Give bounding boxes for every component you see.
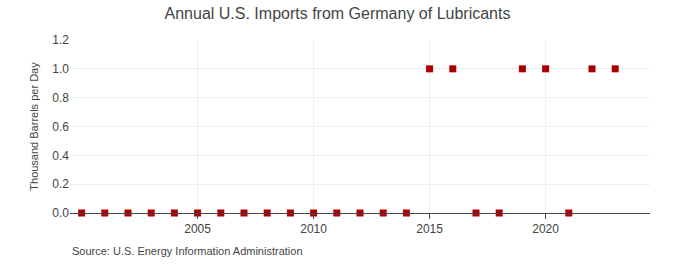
svg-text:0.6: 0.6 [52, 120, 69, 134]
svg-text:2005: 2005 [184, 222, 211, 236]
svg-text:1.2: 1.2 [52, 33, 69, 47]
svg-text:Thousand Barrels per Day: Thousand Barrels per Day [28, 62, 40, 191]
svg-text:Source: U.S. Energy Informatio: Source: U.S. Energy Information Administ… [72, 245, 303, 257]
svg-text:0.4: 0.4 [52, 149, 69, 163]
svg-text:2020: 2020 [532, 222, 559, 236]
svg-text:0.2: 0.2 [52, 177, 69, 191]
svg-text:0.0: 0.0 [52, 206, 69, 220]
svg-text:Annual U.S. Imports from Germa: Annual U.S. Imports from Germany of Lubr… [165, 5, 511, 22]
svg-text:2015: 2015 [416, 222, 443, 236]
svg-text:0.8: 0.8 [52, 91, 69, 105]
svg-text:2010: 2010 [300, 222, 327, 236]
svg-text:1.0: 1.0 [52, 62, 69, 76]
